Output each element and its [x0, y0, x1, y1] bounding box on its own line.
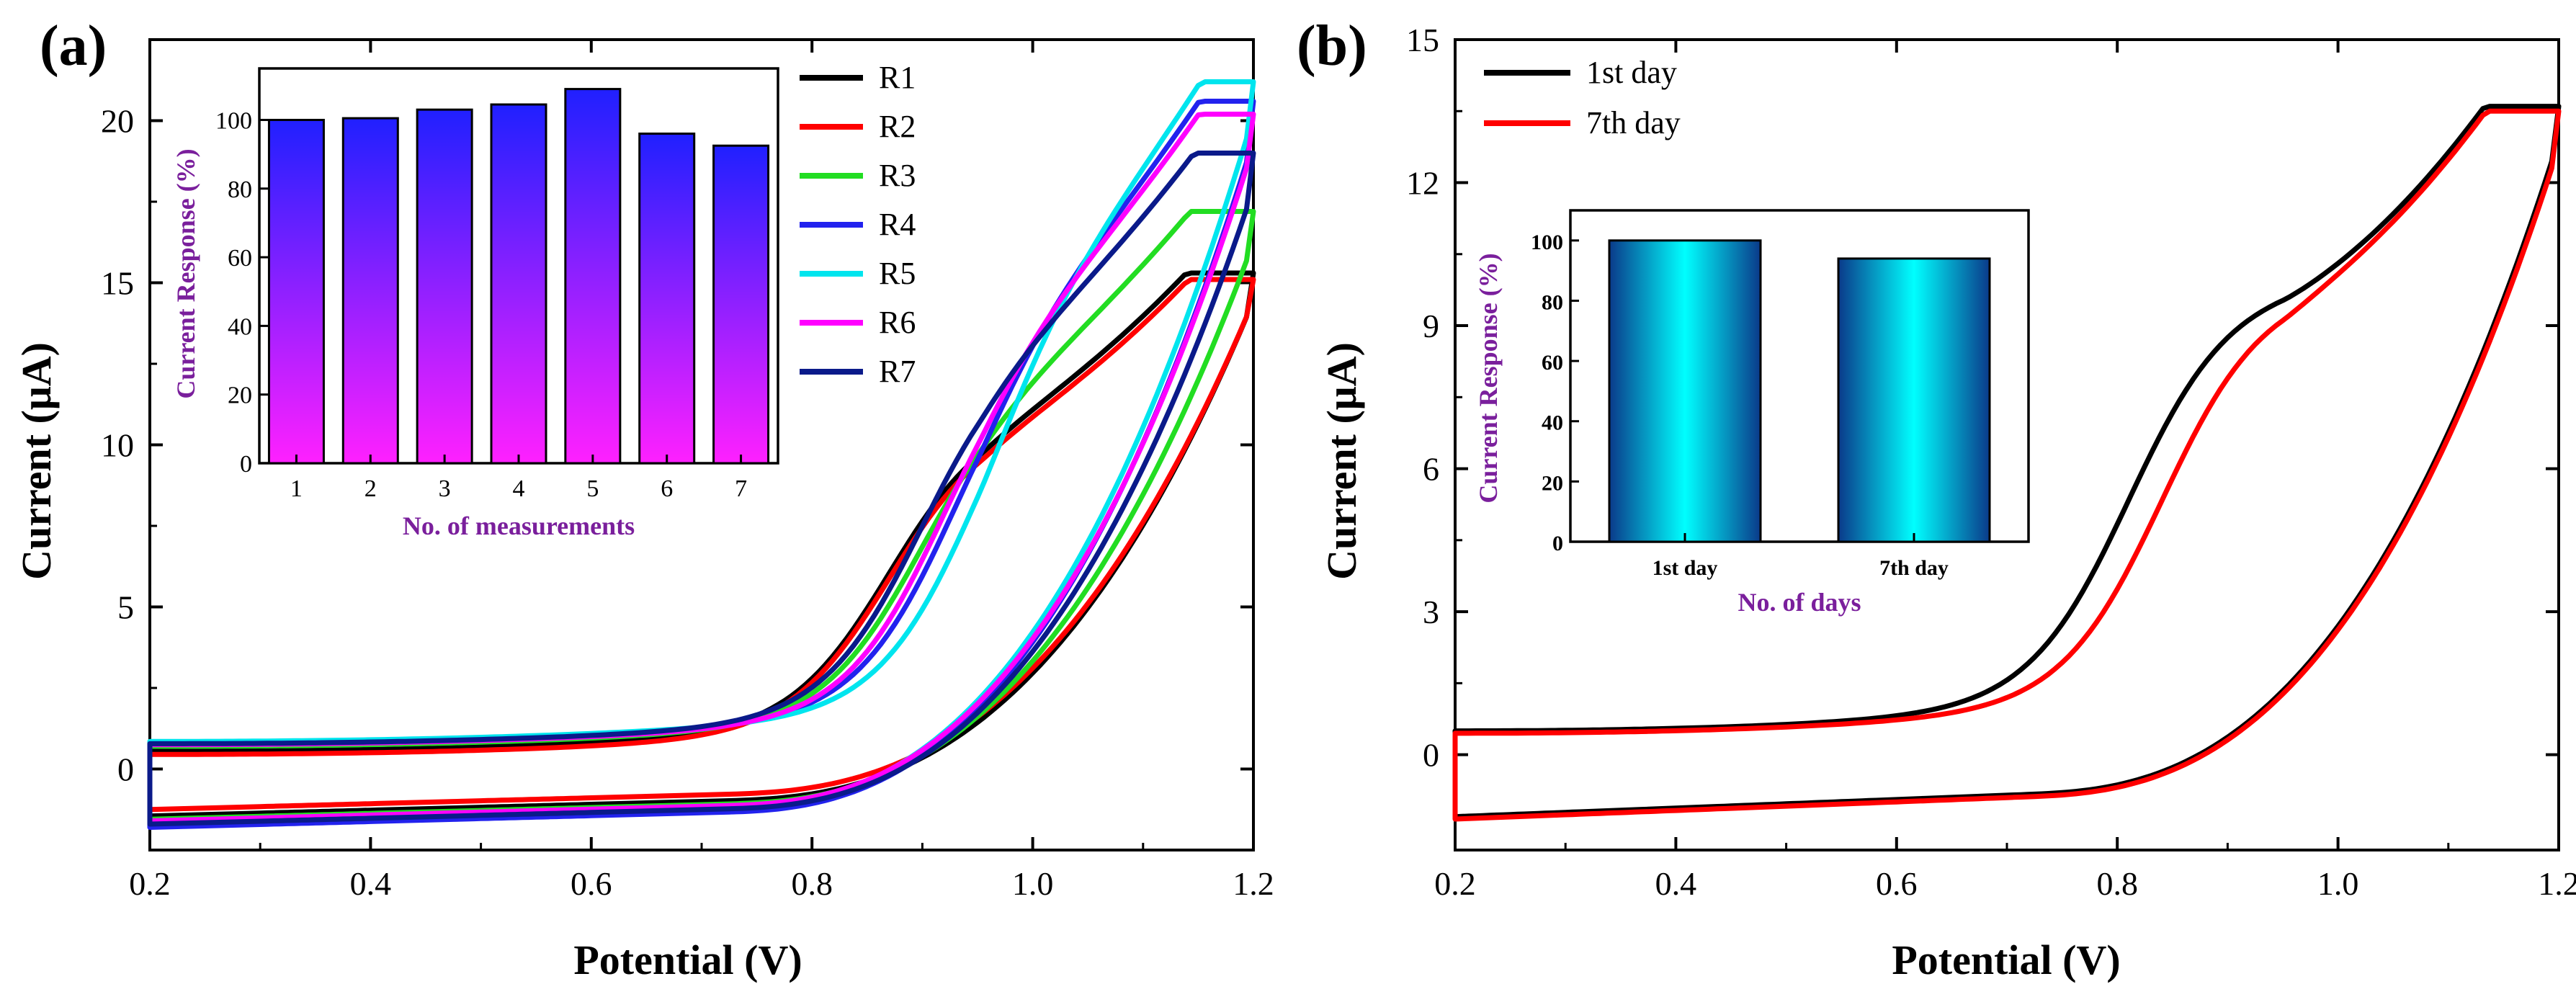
legend-label: R7	[879, 354, 916, 389]
panel-label-b: (b)	[1297, 14, 1367, 78]
inset-b: 0 20 40 60 80 100 1st day 7th day No. of days C…	[1474, 209, 2030, 617]
axes-b: 0.2 0.4 0.6 0.8 1.0 1.2 0 3 6 9 12 15	[1406, 22, 2576, 902]
inset-y-tick-label: 100	[215, 107, 252, 134]
inset-bar	[712, 144, 770, 465]
inset-bar	[267, 118, 325, 465]
y-tick-label: 9	[1423, 308, 1439, 344]
legend-label: 1st day	[1586, 55, 1677, 90]
inset-x-tick-label: 6	[661, 475, 673, 502]
x-tick-label: 0.8	[2096, 865, 2138, 902]
x-tick-label: 0.4	[1655, 865, 1697, 902]
y-axis-title-a: Current (μA)	[13, 342, 60, 580]
inset-x-tick-label: 7th day	[1879, 556, 1949, 580]
panel-label-a: (a)	[40, 14, 107, 78]
x-axis-title-a: Potential (V)	[573, 936, 802, 983]
inset-bar	[490, 103, 547, 465]
y-tick-label: 3	[1423, 594, 1439, 630]
legend-label: R6	[879, 305, 916, 340]
inset-x-tick-label: 1	[290, 475, 303, 502]
inset-x-tick-label: 4	[513, 475, 525, 502]
x-tick-label: 0.2	[1434, 865, 1476, 902]
y-tick-label: 20	[101, 103, 134, 140]
legend-label: R1	[879, 60, 916, 95]
inset-y-tick-label: 40	[228, 313, 252, 340]
cv-curve-r2	[147, 277, 1256, 813]
inset-bar	[416, 108, 473, 465]
y-tick-label: 6	[1423, 451, 1439, 488]
legend-b: 1st day 7th day	[1484, 55, 1681, 140]
legend-a: R1 R2 R3 R4 R5 R6 R7	[800, 60, 916, 389]
inset-y-tick-label: 80	[1542, 290, 1563, 314]
inset-y-tick-label: 60	[228, 245, 252, 272]
y-tick-label: 15	[1406, 22, 1439, 58]
inset-x-title-a: No. of measurements	[403, 511, 635, 540]
inset-x-tick-label: 5	[586, 475, 599, 502]
curves-a	[147, 79, 1256, 830]
legend-label: 7th day	[1586, 105, 1681, 140]
x-tick-label: 0.4	[350, 865, 392, 902]
inset-y-tick-label: 80	[228, 176, 252, 203]
cv-curve-r7	[147, 151, 1256, 827]
x-tick-label: 0.6	[1876, 865, 1918, 902]
legend-label: R2	[879, 109, 916, 144]
inset-x-tick-label: 3	[439, 475, 451, 502]
inset-y-tick-label: 0	[240, 451, 252, 478]
y-axis-title-b: Current (μA)	[1318, 342, 1365, 580]
y-tick-label: 10	[101, 427, 134, 464]
x-tick-label: 1.0	[2317, 865, 2359, 902]
y-tick-label: 15	[101, 265, 134, 302]
panel-b: (b) 0.2 0.4 0.6 0.8 1.0 1.2 0 3 6 9 12 15 Potential…	[1297, 14, 2576, 983]
x-axis-title-b: Potential (V)	[1892, 936, 2120, 983]
inset-x-tick-label: 2	[365, 475, 377, 502]
inset-bar	[1608, 239, 1762, 543]
inset-bar	[638, 133, 696, 465]
inset-y-tick-label: 100	[1531, 231, 1563, 254]
y-tick-label: 0	[1423, 737, 1439, 774]
inset-y-title-b: Current Response (%)	[1474, 253, 1503, 503]
inset-bar	[1837, 257, 1991, 543]
inset-y-tick-label: 20	[228, 383, 252, 409]
legend-label: R4	[879, 207, 916, 242]
y-tick-label: 5	[117, 589, 134, 626]
legend-label: R5	[879, 256, 916, 291]
x-tick-label: 0.6	[571, 865, 612, 902]
inset-bar	[564, 88, 622, 465]
x-tick-label: 0.8	[791, 865, 833, 902]
legend-label: R3	[879, 158, 916, 193]
inset-x-title-b: No. of days	[1738, 588, 1861, 617]
inset-x-tick-label: 1st day	[1653, 556, 1718, 580]
inset-y-tick-label: 60	[1542, 351, 1563, 375]
cv-curve-7th-day	[1452, 108, 2562, 822]
y-tick-label: 12	[1406, 165, 1439, 202]
x-tick-label: 1.2	[1233, 865, 1274, 902]
x-tick-label: 1.2	[2538, 865, 2576, 902]
x-tick-label: 0.2	[129, 865, 171, 902]
inset-y-tick-label: 0	[1552, 532, 1563, 555]
x-tick-label: 1.0	[1012, 865, 1054, 902]
inset-bar	[341, 117, 399, 465]
inset-y-tick-label: 20	[1542, 471, 1563, 495]
y-tick-label: 0	[117, 751, 134, 788]
curves-b	[1452, 104, 2562, 822]
inset-y-title-a: Current Response (%)	[171, 148, 200, 398]
inset-x-tick-label: 7	[735, 475, 747, 502]
inset-y-tick-label: 40	[1542, 411, 1563, 435]
